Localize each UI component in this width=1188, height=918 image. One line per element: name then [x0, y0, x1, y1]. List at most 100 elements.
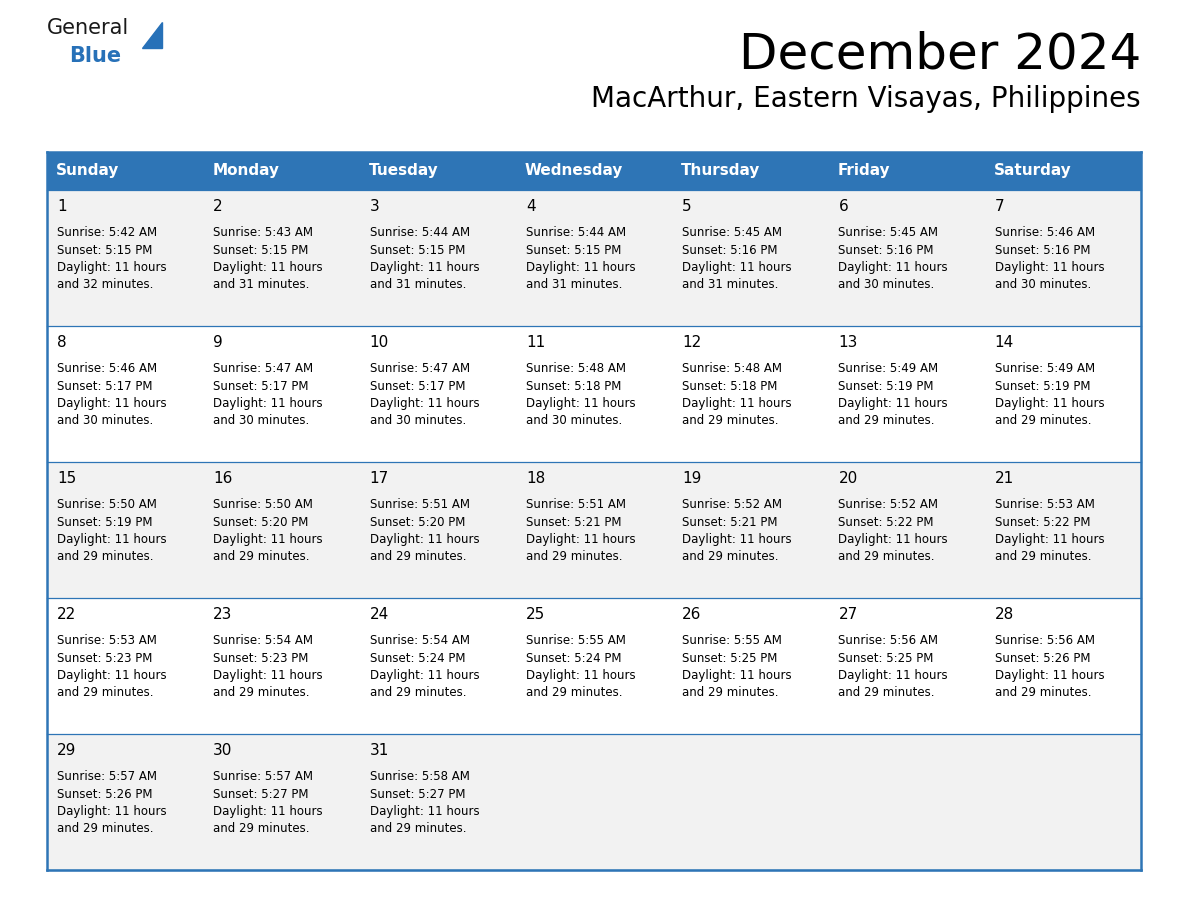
Text: Sunrise: 5:57 AM
Sunset: 5:27 PM
Daylight: 11 hours
and 29 minutes.: Sunrise: 5:57 AM Sunset: 5:27 PM Dayligh…	[214, 770, 323, 835]
Text: 17: 17	[369, 471, 388, 486]
Text: 15: 15	[57, 471, 76, 486]
Text: 24: 24	[369, 607, 388, 622]
Text: Sunrise: 5:45 AM
Sunset: 5:16 PM
Daylight: 11 hours
and 30 minutes.: Sunrise: 5:45 AM Sunset: 5:16 PM Dayligh…	[839, 226, 948, 292]
Bar	[828, 462, 985, 598]
Text: Sunrise: 5:52 AM
Sunset: 5:22 PM
Daylight: 11 hours
and 29 minutes.: Sunrise: 5:52 AM Sunset: 5:22 PM Dayligh…	[839, 498, 948, 564]
Text: Sunrise: 5:47 AM
Sunset: 5:17 PM
Daylight: 11 hours
and 30 minutes.: Sunrise: 5:47 AM Sunset: 5:17 PM Dayligh…	[369, 362, 479, 428]
Bar	[48, 598, 203, 734]
Bar	[48, 152, 203, 190]
Bar	[203, 326, 360, 462]
Bar	[828, 152, 985, 190]
Text: December 2024: December 2024	[739, 30, 1140, 78]
Text: Saturday: Saturday	[993, 163, 1072, 178]
Text: 28: 28	[994, 607, 1015, 622]
Bar	[360, 598, 516, 734]
Text: 10: 10	[369, 335, 388, 350]
Bar	[360, 190, 516, 326]
Bar	[516, 462, 672, 598]
Text: Wednesday: Wednesday	[525, 163, 624, 178]
Text: Sunrise: 5:58 AM
Sunset: 5:27 PM
Daylight: 11 hours
and 29 minutes.: Sunrise: 5:58 AM Sunset: 5:27 PM Dayligh…	[369, 770, 479, 835]
Bar	[672, 326, 828, 462]
Text: 3: 3	[369, 199, 379, 214]
Bar	[672, 190, 828, 326]
Text: 5: 5	[682, 199, 691, 214]
Text: Sunrise: 5:52 AM
Sunset: 5:21 PM
Daylight: 11 hours
and 29 minutes.: Sunrise: 5:52 AM Sunset: 5:21 PM Dayligh…	[682, 498, 791, 564]
Text: Sunrise: 5:56 AM
Sunset: 5:25 PM
Daylight: 11 hours
and 29 minutes.: Sunrise: 5:56 AM Sunset: 5:25 PM Dayligh…	[839, 634, 948, 700]
Text: Sunrise: 5:49 AM
Sunset: 5:19 PM
Daylight: 11 hours
and 29 minutes.: Sunrise: 5:49 AM Sunset: 5:19 PM Dayligh…	[994, 362, 1105, 428]
Bar	[985, 462, 1140, 598]
Text: 22: 22	[57, 607, 76, 622]
Text: Sunrise: 5:51 AM
Sunset: 5:21 PM
Daylight: 11 hours
and 29 minutes.: Sunrise: 5:51 AM Sunset: 5:21 PM Dayligh…	[526, 498, 636, 564]
Bar	[516, 598, 672, 734]
Text: 23: 23	[214, 607, 233, 622]
Bar	[828, 326, 985, 462]
Bar	[672, 598, 828, 734]
Bar	[985, 598, 1140, 734]
Text: 13: 13	[839, 335, 858, 350]
Text: Sunday: Sunday	[56, 163, 119, 178]
Bar	[516, 190, 672, 326]
Text: Sunrise: 5:47 AM
Sunset: 5:17 PM
Daylight: 11 hours
and 30 minutes.: Sunrise: 5:47 AM Sunset: 5:17 PM Dayligh…	[214, 362, 323, 428]
Text: Sunrise: 5:50 AM
Sunset: 5:20 PM
Daylight: 11 hours
and 29 minutes.: Sunrise: 5:50 AM Sunset: 5:20 PM Dayligh…	[214, 498, 323, 564]
Bar	[203, 190, 360, 326]
Bar	[985, 190, 1140, 326]
Text: Sunrise: 5:46 AM
Sunset: 5:17 PM
Daylight: 11 hours
and 30 minutes.: Sunrise: 5:46 AM Sunset: 5:17 PM Dayligh…	[57, 362, 166, 428]
Text: Sunrise: 5:50 AM
Sunset: 5:19 PM
Daylight: 11 hours
and 29 minutes.: Sunrise: 5:50 AM Sunset: 5:19 PM Dayligh…	[57, 498, 166, 564]
Text: Blue: Blue	[69, 46, 121, 66]
Bar	[203, 598, 360, 734]
Text: 21: 21	[994, 471, 1015, 486]
Text: Sunrise: 5:49 AM
Sunset: 5:19 PM
Daylight: 11 hours
and 29 minutes.: Sunrise: 5:49 AM Sunset: 5:19 PM Dayligh…	[839, 362, 948, 428]
Text: Sunrise: 5:48 AM
Sunset: 5:18 PM
Daylight: 11 hours
and 30 minutes.: Sunrise: 5:48 AM Sunset: 5:18 PM Dayligh…	[526, 362, 636, 428]
Text: Sunrise: 5:51 AM
Sunset: 5:20 PM
Daylight: 11 hours
and 29 minutes.: Sunrise: 5:51 AM Sunset: 5:20 PM Dayligh…	[369, 498, 479, 564]
Text: 19: 19	[682, 471, 702, 486]
Text: MacArthur, Eastern Visayas, Philippines: MacArthur, Eastern Visayas, Philippines	[592, 85, 1140, 113]
Text: 9: 9	[214, 335, 223, 350]
Text: 25: 25	[526, 607, 545, 622]
Bar	[360, 326, 516, 462]
Bar	[985, 326, 1140, 462]
Text: Sunrise: 5:56 AM
Sunset: 5:26 PM
Daylight: 11 hours
and 29 minutes.: Sunrise: 5:56 AM Sunset: 5:26 PM Dayligh…	[994, 634, 1105, 700]
Bar	[48, 734, 203, 870]
Text: 12: 12	[682, 335, 701, 350]
Bar	[203, 462, 360, 598]
Bar	[203, 152, 360, 190]
Text: Sunrise: 5:54 AM
Sunset: 5:24 PM
Daylight: 11 hours
and 29 minutes.: Sunrise: 5:54 AM Sunset: 5:24 PM Dayligh…	[369, 634, 479, 700]
Text: Sunrise: 5:46 AM
Sunset: 5:16 PM
Daylight: 11 hours
and 30 minutes.: Sunrise: 5:46 AM Sunset: 5:16 PM Dayligh…	[994, 226, 1105, 292]
Text: 31: 31	[369, 743, 388, 758]
Bar	[828, 734, 985, 870]
Text: Monday: Monday	[213, 163, 279, 178]
Polygon shape	[143, 22, 162, 48]
Text: 27: 27	[839, 607, 858, 622]
Bar	[48, 326, 203, 462]
Text: 4: 4	[526, 199, 536, 214]
Text: 2: 2	[214, 199, 223, 214]
Bar	[360, 152, 516, 190]
Text: Sunrise: 5:53 AM
Sunset: 5:22 PM
Daylight: 11 hours
and 29 minutes.: Sunrise: 5:53 AM Sunset: 5:22 PM Dayligh…	[994, 498, 1105, 564]
Bar	[360, 734, 516, 870]
Bar	[828, 190, 985, 326]
Bar	[516, 152, 672, 190]
Text: Sunrise: 5:48 AM
Sunset: 5:18 PM
Daylight: 11 hours
and 29 minutes.: Sunrise: 5:48 AM Sunset: 5:18 PM Dayligh…	[682, 362, 791, 428]
Text: 26: 26	[682, 607, 702, 622]
Text: Sunrise: 5:42 AM
Sunset: 5:15 PM
Daylight: 11 hours
and 32 minutes.: Sunrise: 5:42 AM Sunset: 5:15 PM Dayligh…	[57, 226, 166, 292]
Text: Sunrise: 5:54 AM
Sunset: 5:23 PM
Daylight: 11 hours
and 29 minutes.: Sunrise: 5:54 AM Sunset: 5:23 PM Dayligh…	[214, 634, 323, 700]
Text: 29: 29	[57, 743, 76, 758]
Bar	[672, 152, 828, 190]
Bar	[672, 734, 828, 870]
Bar	[48, 462, 203, 598]
Bar	[672, 462, 828, 598]
Text: Sunrise: 5:55 AM
Sunset: 5:25 PM
Daylight: 11 hours
and 29 minutes.: Sunrise: 5:55 AM Sunset: 5:25 PM Dayligh…	[682, 634, 791, 700]
Bar	[516, 326, 672, 462]
Text: Sunrise: 5:55 AM
Sunset: 5:24 PM
Daylight: 11 hours
and 29 minutes.: Sunrise: 5:55 AM Sunset: 5:24 PM Dayligh…	[526, 634, 636, 700]
Bar	[360, 462, 516, 598]
Bar	[203, 734, 360, 870]
Text: Sunrise: 5:43 AM
Sunset: 5:15 PM
Daylight: 11 hours
and 31 minutes.: Sunrise: 5:43 AM Sunset: 5:15 PM Dayligh…	[214, 226, 323, 292]
Bar	[516, 734, 672, 870]
Text: 7: 7	[994, 199, 1004, 214]
Text: 16: 16	[214, 471, 233, 486]
Text: Thursday: Thursday	[681, 163, 760, 178]
Bar	[48, 190, 203, 326]
Text: 14: 14	[994, 335, 1015, 350]
Text: Tuesday: Tuesday	[368, 163, 438, 178]
Text: 18: 18	[526, 471, 545, 486]
